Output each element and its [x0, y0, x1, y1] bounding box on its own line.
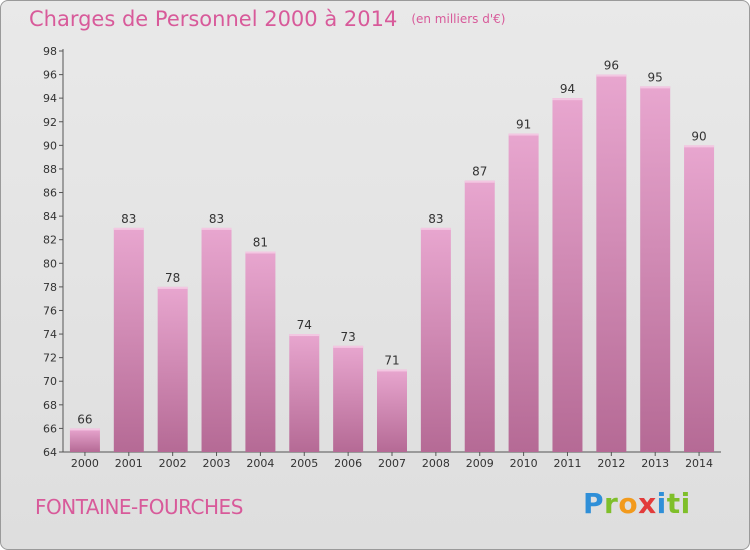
- bar-2010: [508, 133, 539, 452]
- proxiti-logo: Proxiti: [583, 487, 691, 520]
- commune-name: FONTAINE-FOURCHES: [35, 495, 243, 519]
- x-tick-label: 2007: [378, 457, 406, 470]
- chart-title: Charges de Personnel 2000 à 2014 (en mill…: [29, 7, 505, 31]
- bar-top-highlight: [684, 145, 715, 148]
- y-tick-label: 72: [43, 352, 57, 365]
- bar-top-highlight: [508, 133, 539, 136]
- data-label: 83: [428, 212, 443, 226]
- bar-top-highlight: [420, 227, 451, 230]
- bar-top-highlight: [596, 74, 627, 77]
- y-tick-label: 82: [43, 234, 57, 247]
- y-tick-label: 88: [43, 163, 57, 176]
- y-tick-label: 94: [43, 92, 57, 105]
- data-label: 66: [77, 412, 92, 426]
- x-tick-label: 2006: [334, 457, 362, 470]
- bar-top-highlight: [69, 428, 100, 431]
- y-tick-label: 66: [43, 422, 57, 435]
- y-tick-label: 84: [43, 210, 57, 223]
- x-tick-label: 2004: [246, 457, 274, 470]
- data-label: 78: [165, 271, 180, 285]
- data-label: 91: [516, 118, 531, 132]
- x-tick-label: 2005: [290, 457, 318, 470]
- bar-2007: [377, 369, 407, 452]
- bar-2012: [596, 74, 627, 453]
- data-label: 83: [209, 212, 224, 226]
- bar-2004: [245, 251, 276, 452]
- bar-top-highlight: [552, 98, 583, 101]
- y-tick-label: 76: [43, 304, 57, 317]
- y-tick-label: 98: [43, 45, 57, 58]
- bar-2014: [684, 145, 715, 452]
- bar-2002: [157, 286, 188, 452]
- unit-note: (en milliers d'€): [411, 12, 506, 26]
- bar-top-highlight: [113, 227, 144, 230]
- data-label: 74: [297, 318, 312, 332]
- bar-2006: [333, 345, 364, 452]
- bar-top-highlight: [333, 345, 364, 348]
- y-tick-label: 64: [43, 446, 57, 459]
- x-tick-label: 2002: [159, 457, 187, 470]
- data-label: 81: [253, 236, 268, 250]
- bar-top-highlight: [289, 334, 320, 337]
- bar-top-highlight: [464, 180, 495, 183]
- x-tick-label: 2010: [510, 457, 538, 470]
- data-label: 73: [340, 330, 355, 344]
- data-label: 90: [691, 129, 706, 143]
- data-label: 87: [472, 165, 487, 179]
- bar-2000: [69, 428, 100, 452]
- x-tick-label: 2014: [685, 457, 713, 470]
- y-tick-label: 92: [43, 116, 57, 129]
- x-tick-label: 2011: [553, 457, 581, 470]
- y-tick-label: 80: [43, 257, 57, 270]
- bar-top-highlight: [157, 286, 188, 289]
- data-label: 94: [560, 82, 575, 96]
- x-tick-label: 2001: [115, 457, 143, 470]
- bar-2003: [201, 227, 232, 452]
- y-tick-label: 74: [43, 328, 57, 341]
- bar-top-highlight: [377, 369, 407, 372]
- bar-top-highlight: [245, 251, 276, 254]
- x-tick-label: 2003: [203, 457, 231, 470]
- bar-2008: [420, 227, 451, 452]
- y-tick-label: 68: [43, 399, 57, 412]
- title-text: Charges de Personnel 2000 à 2014: [29, 7, 398, 31]
- y-tick-label: 78: [43, 281, 57, 294]
- y-tick-label: 96: [43, 69, 57, 82]
- bar-2005: [289, 334, 320, 452]
- bar-2011: [552, 98, 583, 453]
- y-tick-label: 86: [43, 187, 57, 200]
- x-tick-label: 2008: [422, 457, 450, 470]
- bar-2013: [640, 86, 671, 452]
- bar-2001: [113, 227, 144, 452]
- data-label: 95: [648, 70, 663, 84]
- x-tick-label: 2013: [641, 457, 669, 470]
- bar-top-highlight: [640, 86, 671, 89]
- y-tick-label: 70: [43, 375, 57, 388]
- x-tick-label: 2012: [597, 457, 625, 470]
- x-tick-label: 2000: [71, 457, 99, 470]
- data-label: 96: [604, 59, 619, 73]
- data-label: 71: [384, 353, 399, 367]
- data-label: 83: [121, 212, 136, 226]
- x-tick-label: 2009: [466, 457, 494, 470]
- y-tick-label: 90: [43, 139, 57, 152]
- bar-top-highlight: [201, 227, 232, 230]
- bar-2009: [464, 180, 495, 452]
